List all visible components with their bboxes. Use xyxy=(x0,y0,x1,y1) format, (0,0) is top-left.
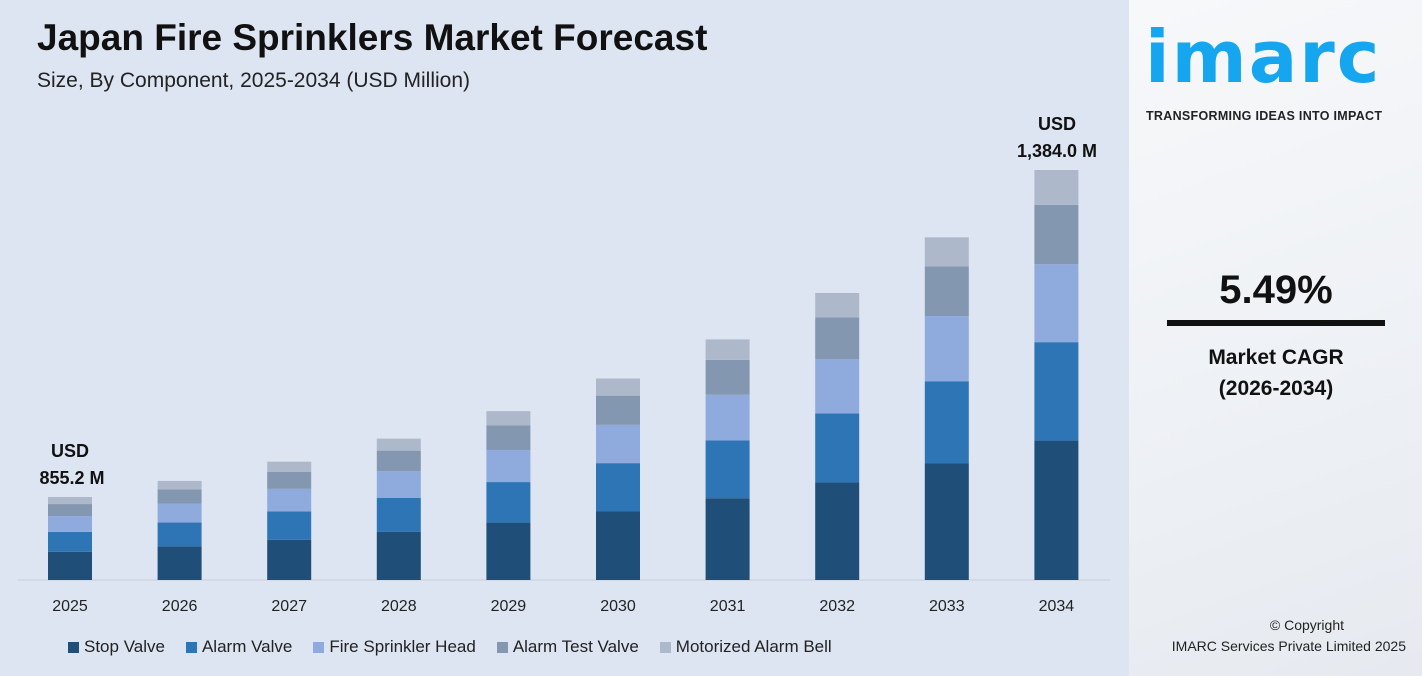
x-tick-label: 2026 xyxy=(162,598,198,615)
legend-swatch xyxy=(496,641,508,653)
bar-segment-motorized-alarm-bell xyxy=(1034,170,1079,205)
company-line: IMARC Services Private Limited 2025 xyxy=(1171,638,1406,654)
bar-segment-alarm-test-valve xyxy=(705,359,750,395)
bar-segment-motorized-alarm-bell xyxy=(705,339,750,360)
bar-segment-stop-valve xyxy=(815,482,860,580)
bar-segment-motorized-alarm-bell xyxy=(376,438,421,451)
bar-segment-alarm-valve xyxy=(1034,342,1079,441)
bar-segment-fire-sprinkler-head xyxy=(157,503,202,523)
bar-segment-fire-sprinkler-head xyxy=(267,488,312,512)
bar-segment-fire-sprinkler-head xyxy=(486,449,531,483)
x-tick-label: 2029 xyxy=(491,598,527,615)
bar-chart: 2025 2026 2027 2028 2029 2030 2031 2032 2033 2034… xyxy=(18,114,1110,615)
copyright-line: © Copyright xyxy=(1269,617,1344,633)
chart-title: Japan Fire Sprinklers Market Forecast xyxy=(37,17,708,58)
cagr-divider xyxy=(1167,320,1385,326)
bar-segment-motorized-alarm-bell xyxy=(48,497,92,505)
bar-segment-alarm-test-valve xyxy=(486,425,531,450)
bar-segment-alarm-test-valve xyxy=(815,317,860,359)
bar-segment-alarm-valve xyxy=(157,522,202,547)
bar-segment-stop-valve xyxy=(486,522,531,580)
bar-segment-alarm-valve xyxy=(376,497,421,532)
cagr-label-line1: Market CAGR xyxy=(1208,346,1344,369)
bar-segment-alarm-test-valve xyxy=(1034,204,1079,265)
data-label: USD xyxy=(1038,114,1076,134)
bar-segment-alarm-valve xyxy=(705,440,750,499)
bar-segment-fire-sprinkler-head xyxy=(596,424,640,464)
x-tick-label: 2032 xyxy=(819,598,855,615)
bar-segment-stop-valve xyxy=(1034,440,1079,580)
bar-segment-alarm-test-valve xyxy=(596,395,640,425)
legend-label: Motorized Alarm Bell xyxy=(675,637,832,656)
side-panel xyxy=(1129,0,1422,676)
legend: Stop Valve Alarm Valve Fire Sprinkler Head… xyxy=(68,637,853,657)
bar-segment-fire-sprinkler-head xyxy=(376,471,421,498)
x-tick-label: 2028 xyxy=(381,598,417,615)
legend-item: Alarm Valve xyxy=(185,637,293,657)
data-label: USD xyxy=(51,441,89,461)
bar-segment-fire-sprinkler-head xyxy=(1034,264,1079,343)
bar-segment-alarm-test-valve xyxy=(924,266,969,317)
legend-swatch xyxy=(313,641,325,653)
imarc-logo: imarc xyxy=(1145,15,1382,99)
bar-segment-stop-valve xyxy=(596,511,640,580)
legend-item: Stop Valve xyxy=(68,637,165,657)
bar-segment-stop-valve xyxy=(267,539,312,580)
bar-segment-fire-sprinkler-head xyxy=(48,516,92,532)
bar-segment-alarm-valve xyxy=(267,511,312,540)
cagr-value: 5.49% xyxy=(1219,268,1333,312)
bar-segment-alarm-valve xyxy=(48,531,92,552)
legend-swatch xyxy=(68,641,79,653)
data-label: 855.2 M xyxy=(39,468,104,488)
bar-segment-stop-valve xyxy=(924,463,969,580)
legend-label: Alarm Valve xyxy=(201,637,293,656)
bar-segment-stop-valve xyxy=(376,531,421,580)
legend-label: Stop Valve xyxy=(84,637,165,656)
cagr-label: Market CAGR (2026-2034) xyxy=(1167,342,1385,404)
data-label: 1,384.0 M xyxy=(1017,141,1097,161)
bar-segment-alarm-valve xyxy=(486,482,531,523)
bar-segment-motorized-alarm-bell xyxy=(157,480,202,490)
x-tick-label: 2030 xyxy=(600,598,636,615)
bar-segment-alarm-valve xyxy=(924,381,969,464)
x-tick-label: 2033 xyxy=(929,598,965,615)
x-tick-label: 2027 xyxy=(271,598,307,615)
x-tick-label: 2034 xyxy=(1039,598,1075,615)
bar-segment-motorized-alarm-bell xyxy=(486,411,531,426)
bar-segment-stop-valve xyxy=(48,551,92,580)
bar-segment-alarm-test-valve xyxy=(267,471,312,489)
copyright: © Copyright IMARC Services Private Limit… xyxy=(1130,615,1422,657)
legend-swatch xyxy=(659,641,671,653)
bar-segment-motorized-alarm-bell xyxy=(267,461,312,472)
bar-segment-motorized-alarm-bell xyxy=(924,237,969,267)
bar-segment-stop-valve xyxy=(157,546,202,580)
x-tick-label: 2031 xyxy=(710,598,746,615)
bar-segment-motorized-alarm-bell xyxy=(596,378,640,396)
bar-segment-stop-valve xyxy=(705,498,750,580)
legend-label: Alarm Test Valve xyxy=(512,637,639,656)
logo-tagline: TRANSFORMING IDEAS INTO IMPACT xyxy=(1146,109,1383,123)
legend-swatch xyxy=(185,641,197,653)
bar-segment-alarm-valve xyxy=(815,413,860,483)
bar-segment-alarm-test-valve xyxy=(157,489,202,504)
x-tick-label: 2025 xyxy=(52,598,88,615)
legend-item: Alarm Test Valve xyxy=(496,637,639,657)
legend-item: Fire Sprinkler Head xyxy=(313,637,476,657)
bar-segment-fire-sprinkler-head xyxy=(705,394,750,441)
bar-segment-alarm-test-valve xyxy=(48,504,92,517)
bar-segment-alarm-valve xyxy=(596,463,640,512)
legend-item: Motorized Alarm Bell xyxy=(659,637,832,657)
bar-segment-fire-sprinkler-head xyxy=(815,358,860,414)
bar-segment-motorized-alarm-bell xyxy=(815,292,860,318)
legend-label: Fire Sprinkler Head xyxy=(329,637,476,656)
cagr-label-line2: (2026-2034) xyxy=(1218,377,1334,400)
chart-subtitle: Size, By Component, 2025-2034 (USD Milli… xyxy=(37,69,471,92)
bar-segment-fire-sprinkler-head xyxy=(924,316,969,382)
bar-segment-alarm-test-valve xyxy=(376,450,421,472)
